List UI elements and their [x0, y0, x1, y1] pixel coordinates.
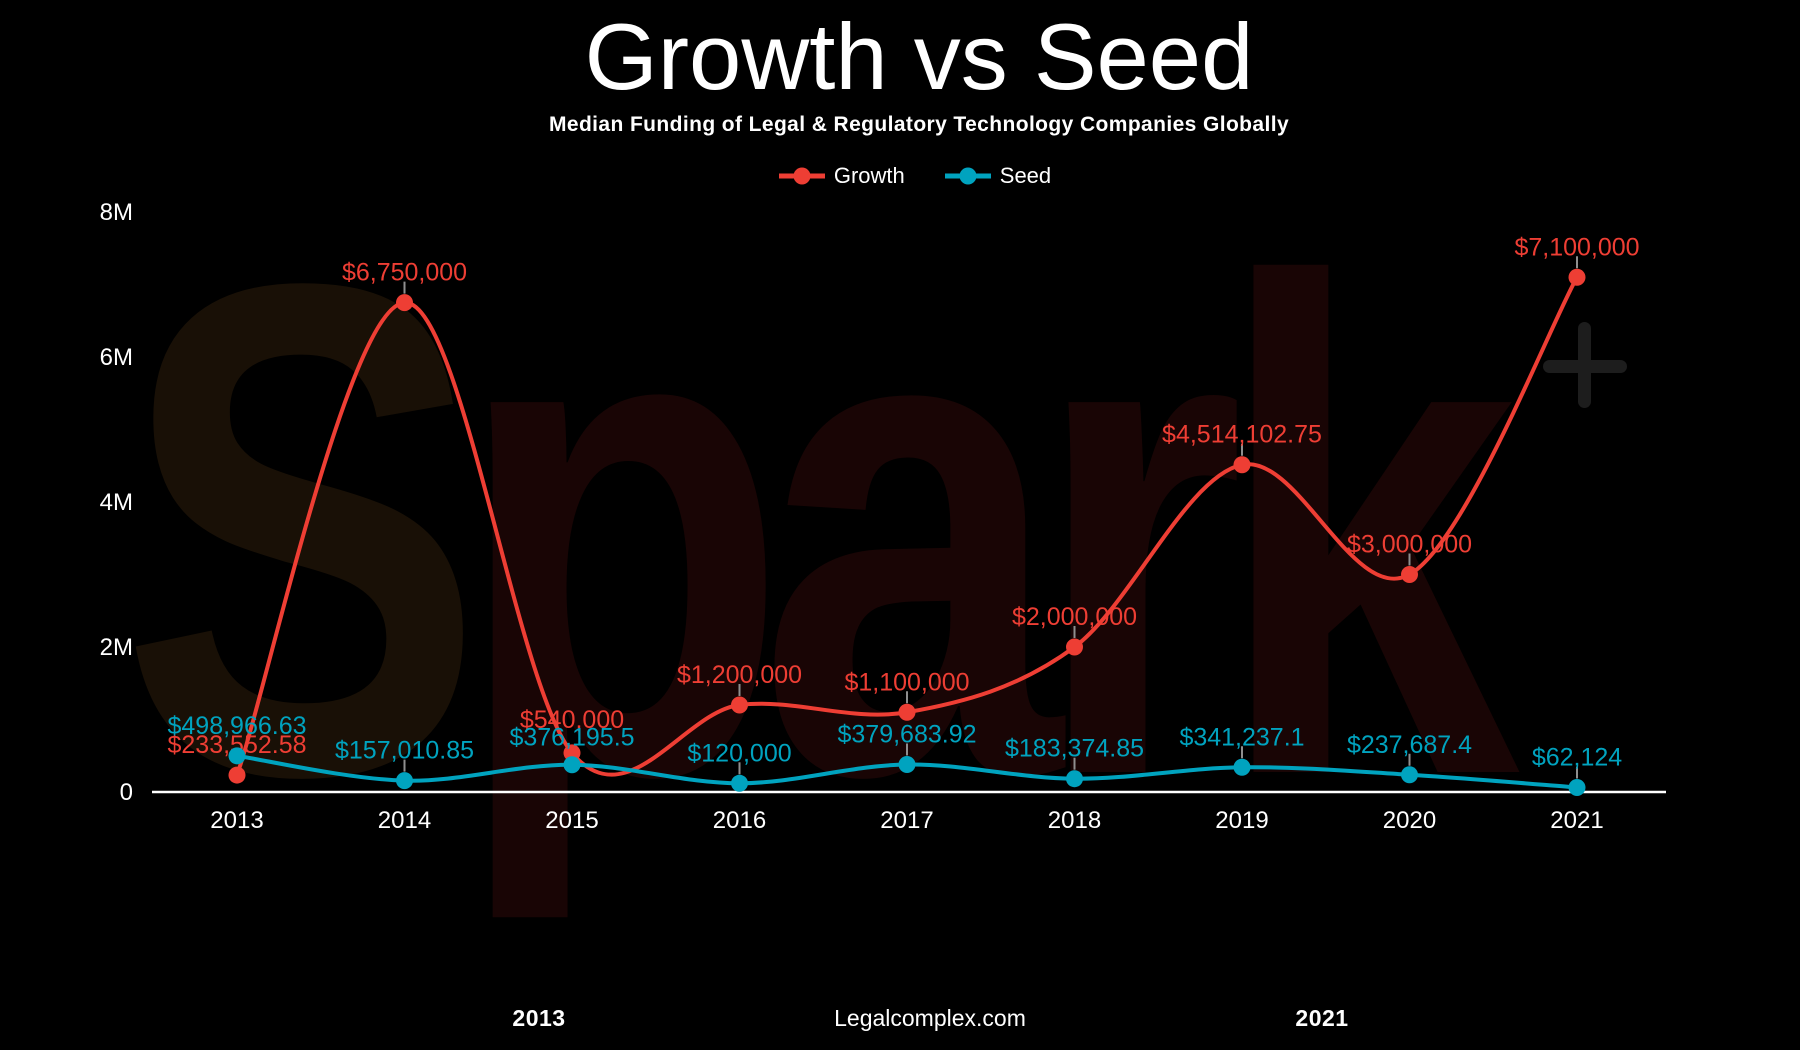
chart-title: Growth vs Seed	[584, 4, 1254, 109]
y-axis-label: 4M	[100, 489, 133, 516]
data-label-seed-2020: $237,687.4	[1347, 731, 1472, 759]
data-point-growth-2020[interactable]	[1401, 566, 1418, 583]
data-point-growth-2017[interactable]	[898, 703, 916, 721]
plus-icon-horizontal-bar	[1543, 360, 1627, 373]
data-point-seed-2013[interactable]	[228, 747, 246, 765]
data-point-growth-2015[interactable]	[563, 744, 581, 762]
data-point-seed-2016[interactable]	[731, 774, 748, 792]
data-label-growth-2018: $2,000,000	[1012, 603, 1137, 631]
x-axis-label: 2015	[545, 807, 598, 834]
data-label-seed-2013: $498,966.63	[167, 712, 306, 740]
data-point-seed-2014[interactable]	[396, 772, 413, 790]
y-axis-label: 2M	[100, 634, 133, 661]
x-axis-label: 2014	[378, 807, 431, 834]
data-point-growth-2021[interactable]	[1568, 268, 1586, 286]
y-axis-label: 8M	[100, 199, 133, 226]
data-label-growth-2014: $6,750,000	[342, 259, 467, 287]
x-axis-label: 2021	[1550, 807, 1603, 834]
legend-item-growth[interactable]: Growth	[778, 163, 905, 189]
x-axis-label: 2019	[1215, 807, 1268, 834]
data-point-growth-2013[interactable]	[228, 766, 246, 784]
data-label-seed-2014: $157,010.85	[335, 737, 474, 765]
data-label-seed-2019: $341,237.1	[1179, 723, 1304, 751]
data-label-seed-2017: $379,683.92	[837, 720, 976, 748]
data-label-seed-2018: $183,374.85	[1005, 735, 1144, 763]
data-point-growth-2014[interactable]	[396, 294, 413, 312]
legend-label-seed: Seed	[999, 163, 1052, 188]
data-label-growth-2017: $1,100,000	[844, 668, 969, 696]
data-label-growth-2019: $4,514,102.75	[1162, 421, 1322, 449]
data-point-growth-2016[interactable]	[731, 696, 748, 714]
data-label-growth-2021: $7,100,000	[1514, 233, 1639, 261]
x-axis-label: 2020	[1383, 807, 1436, 834]
data-label-growth-2020: $3,000,000	[1347, 531, 1472, 559]
data-point-growth-2019[interactable]	[1233, 456, 1251, 474]
data-label-seed-2016: $120,000	[687, 739, 791, 767]
x-axis-label: 2018	[1048, 807, 1101, 834]
growth-series-marker-icon	[778, 166, 825, 186]
data-label-growth-2016: $1,200,000	[677, 661, 802, 689]
x-axis-label: 2017	[880, 807, 933, 834]
chart-legend: Growth Seed	[0, 163, 1800, 189]
y-axis-label: 6M	[100, 344, 133, 371]
data-point-seed-2015[interactable]	[563, 756, 581, 774]
legend-label-growth: Growth	[833, 163, 905, 188]
data-label-seed-2021: $62,124	[1532, 743, 1622, 771]
chart-header: Growth vs Seed Median Funding of Legal &…	[0, 0, 1800, 137]
footer-range-start-year: 2013	[512, 1005, 566, 1031]
data-label-growth-2015: $540,000	[520, 706, 624, 734]
footer-range-end-year: 2021	[1295, 1005, 1349, 1031]
data-point-seed-2017[interactable]	[898, 755, 916, 773]
seed-series-marker-icon	[944, 166, 991, 186]
legend-item-seed[interactable]: Seed	[944, 163, 1052, 189]
data-label-seed-2015: $376,195.5	[509, 724, 634, 752]
x-axis-label: 2013	[210, 807, 263, 834]
plus-icon	[1543, 322, 1627, 408]
y-axis-label: 0	[120, 779, 133, 806]
data-point-growth-2018[interactable]	[1066, 638, 1083, 656]
x-axis-label: 2016	[713, 807, 766, 834]
footer-brand-link[interactable]: Legalcomplex.com	[834, 1005, 1026, 1031]
data-point-seed-2019[interactable]	[1233, 758, 1251, 776]
data-point-seed-2021[interactable]	[1568, 778, 1586, 796]
data-point-seed-2020[interactable]	[1401, 766, 1418, 784]
data-point-seed-2018[interactable]	[1066, 770, 1083, 788]
chart-subtitle: Median Funding of Legal & Regulatory Tec…	[548, 112, 1290, 136]
